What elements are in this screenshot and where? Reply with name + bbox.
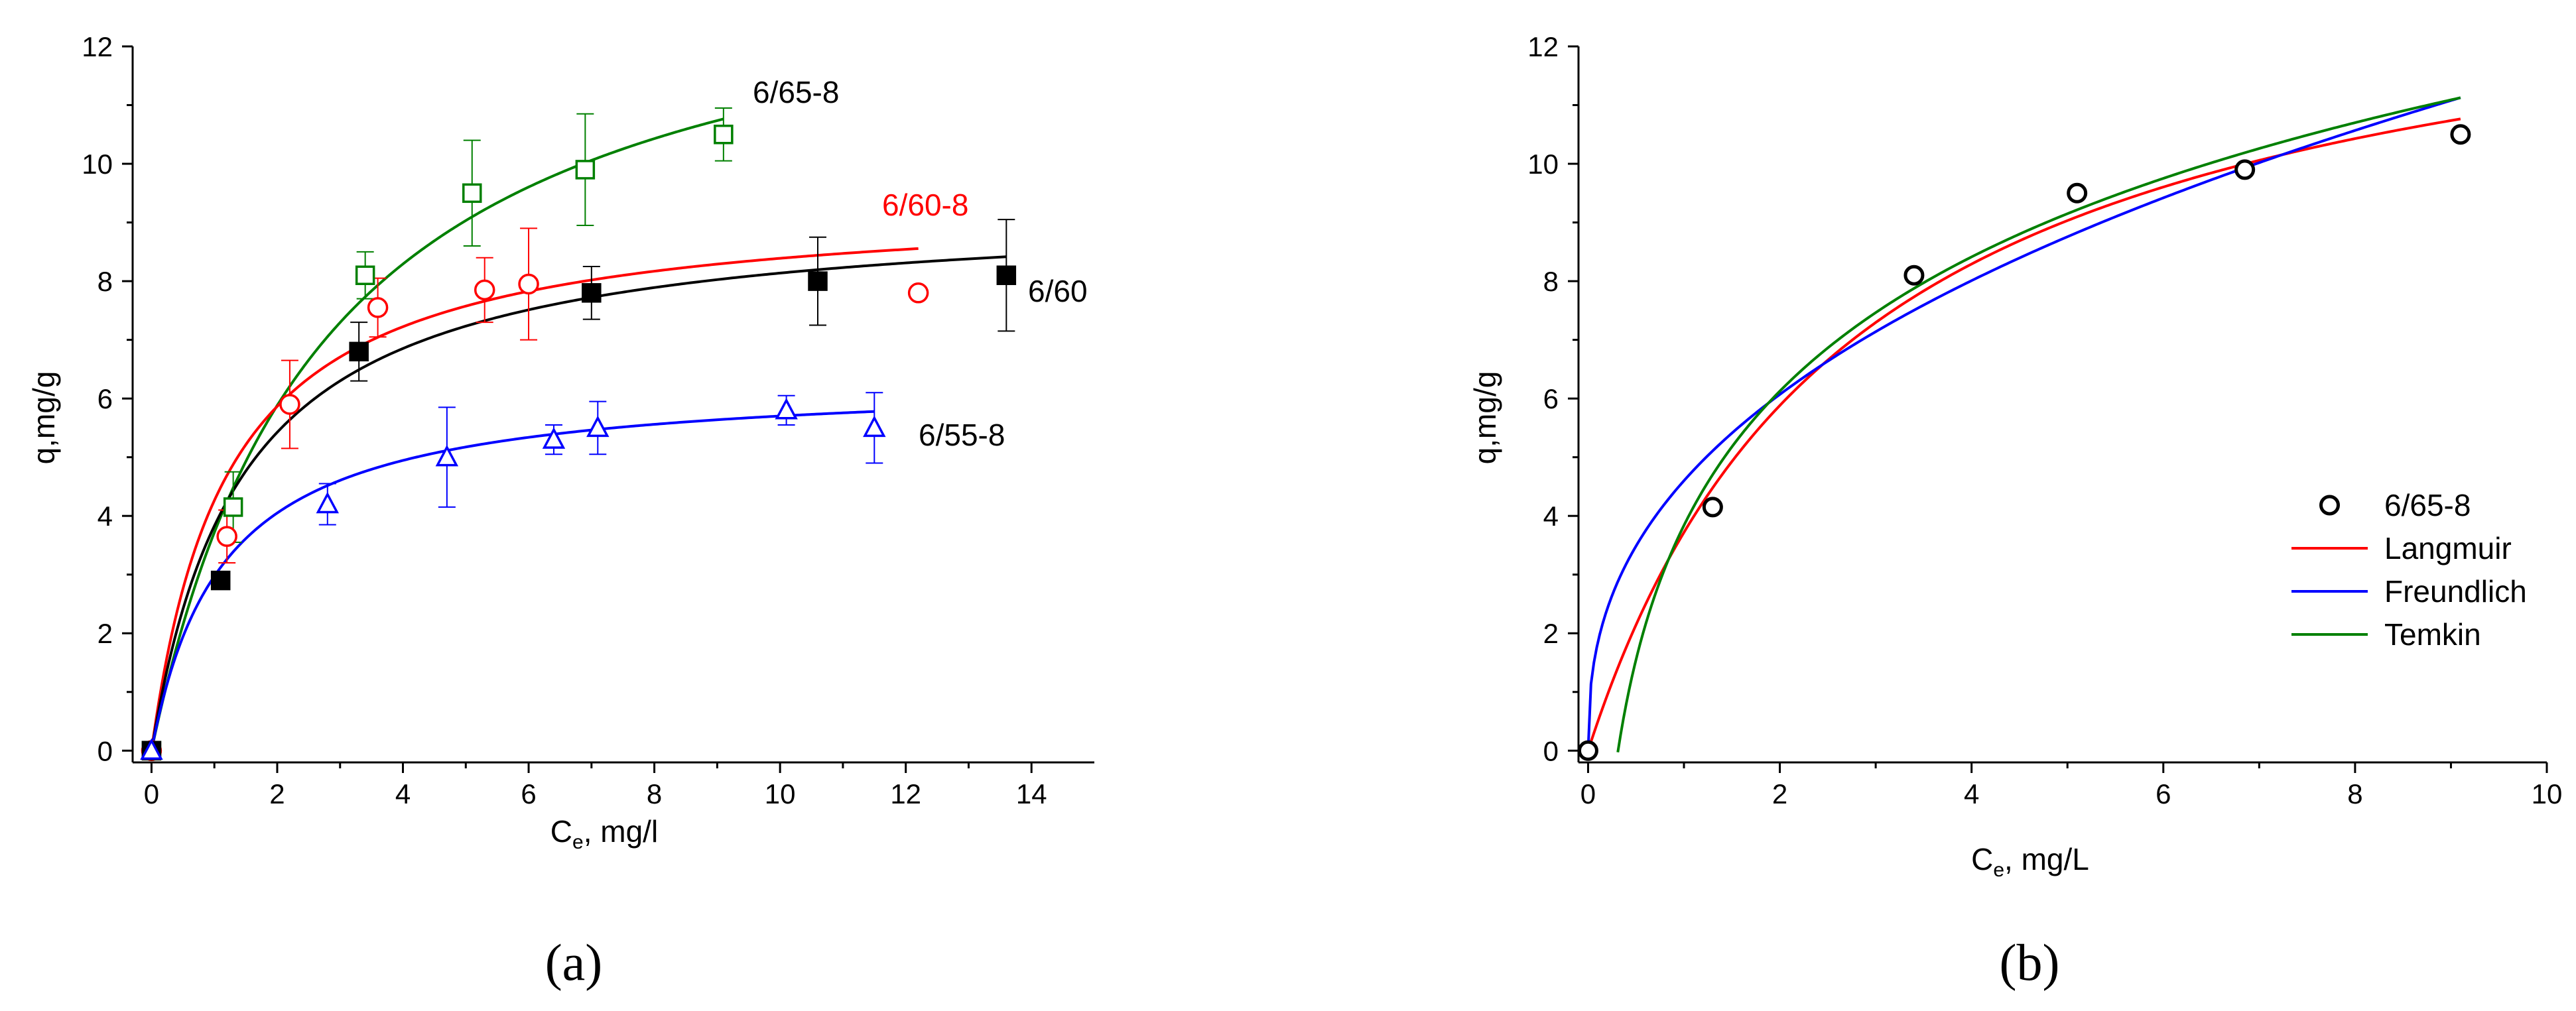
x-axis-label-a-sub: e xyxy=(572,831,584,853)
fit-line-6-65-8 xyxy=(150,117,724,751)
legend-marker-6-65-8 xyxy=(2319,495,2340,516)
data-point-6-55-8 xyxy=(140,738,163,760)
y-axis-label-b: q,mg/g xyxy=(1468,371,1502,465)
x-tick-label-b: 6 xyxy=(2156,778,2171,809)
x-tick-label-b: 10 xyxy=(2532,778,2563,809)
legend-b: 6/65-8 Langmuir Freundlich Temkin xyxy=(2291,488,2527,652)
data-point-6-60-8 xyxy=(216,526,237,547)
fit-line-6-60 xyxy=(150,255,1007,751)
y-tick-label-b: 6 xyxy=(1543,383,1559,414)
y-tick-label-a: 6 xyxy=(97,383,113,414)
data-point-6-65-8 xyxy=(2450,124,2471,145)
y-tick-label-b: 0 xyxy=(1543,735,1559,766)
fit-line-langmuir xyxy=(1586,117,2461,751)
x-tick-label-a: 4 xyxy=(395,778,411,809)
panel-label-b: (b) xyxy=(2000,933,2060,991)
x-tick-label-b: 8 xyxy=(2347,778,2362,809)
series-label-6-65-8: 6/65-8 xyxy=(753,75,839,109)
y-tick-label-a: 4 xyxy=(97,501,113,532)
legend-label-6-65-8: 6/65-8 xyxy=(2384,488,2471,522)
data-point-6-65-8 xyxy=(2067,182,2088,204)
x-axis-label-b: Ce, mg/L xyxy=(1971,842,2089,881)
y-tick-label-b: 10 xyxy=(1527,149,1559,180)
y-axis-label-a: q,mg/g xyxy=(27,371,61,465)
y-tick-label-a: 10 xyxy=(82,149,113,180)
series-label-6-55-8: 6/55-8 xyxy=(919,418,1005,452)
x-axis-label-b-rest: , mg/L xyxy=(2004,842,2089,876)
data-point-6-60 xyxy=(808,271,828,291)
series-label-6-60: 6/60 xyxy=(1028,274,1088,308)
chart-panel-b: 0 2 4 6 8 10 0 2 4 6 8 10 12 6/65-8 Langmuir Freundlic… xyxy=(1468,31,2562,991)
y-tick-label-b: 2 xyxy=(1543,618,1559,649)
x-tick-label-a: 2 xyxy=(269,778,285,809)
data-point-6-65-8 xyxy=(355,265,375,285)
data-point-6-60-8 xyxy=(279,394,300,415)
y-tick-label-a: 2 xyxy=(97,618,113,649)
data-point-6-65-8 xyxy=(223,497,243,517)
data-point-6-60 xyxy=(210,570,231,591)
data-point-6-60-8 xyxy=(518,273,539,295)
panel-label-a: (a) xyxy=(545,933,603,991)
x-tick-label-a: 8 xyxy=(647,778,662,809)
fit-line-temkin xyxy=(1616,96,2461,752)
x-axis-label-b-sub: e xyxy=(1993,859,2004,881)
data-point-6-65-8 xyxy=(714,125,734,145)
data-point-6-55-8 xyxy=(863,415,886,438)
data-point-6-65-8 xyxy=(2234,159,2256,180)
x-tick-label-b: 2 xyxy=(1772,778,1787,809)
data-point-6-65-8 xyxy=(1577,740,1598,761)
legend-label-temkin: Temkin xyxy=(2384,617,2481,652)
y-tick-label-b: 12 xyxy=(1527,31,1559,62)
legend-label-freundlich: Freundlich xyxy=(2384,574,2527,609)
data-point-6-60 xyxy=(349,341,369,362)
data-point-6-65-8 xyxy=(1702,497,1723,518)
data-point-6-55-8 xyxy=(435,444,459,467)
data-point-6-60 xyxy=(996,265,1017,285)
data-point-6-60-8 xyxy=(474,279,495,301)
y-tick-label-b: 4 xyxy=(1543,501,1559,532)
x-tick-label-a: 0 xyxy=(144,778,159,809)
data-point-6-65-8 xyxy=(575,160,596,180)
x-axis-label-b-main: C xyxy=(1971,842,1993,876)
x-tick-label-a: 6 xyxy=(521,778,536,809)
x-tick-label-a: 12 xyxy=(890,778,921,809)
data-point-6-60 xyxy=(582,283,602,303)
fit-line-freundlich xyxy=(1586,96,2461,751)
y-tick-label-a: 0 xyxy=(97,735,113,766)
x-axis-label-a-rest: , mg/l xyxy=(584,814,658,849)
x-tick-label-b: 0 xyxy=(1580,778,1596,809)
data-point-6-55-8 xyxy=(586,415,610,438)
data-point-6-60-8 xyxy=(907,282,929,304)
data-point-6-55-8 xyxy=(316,491,340,514)
x-axis-label-a-main: C xyxy=(550,814,572,849)
y-tick-label-a: 8 xyxy=(97,266,113,297)
legend-label-langmuir: Langmuir xyxy=(2384,531,2512,565)
series-label-6-60-8: 6/60-8 xyxy=(882,188,968,222)
y-tick-label-a: 12 xyxy=(82,31,113,62)
data-point-6-55-8 xyxy=(775,398,798,420)
x-axis-label-a: Ce, mg/l xyxy=(550,814,658,853)
y-tick-label-b: 8 xyxy=(1543,266,1559,297)
x-tick-label-a: 10 xyxy=(765,778,796,809)
fit-line-6-55-8 xyxy=(150,410,875,751)
data-point-6-60-8 xyxy=(367,297,389,318)
chart-panel-a: 0 2 4 6 8 10 12 14 0 2 4 6 8 10 12 6/65-8 6/60-8 6/60 6/5… xyxy=(27,31,1094,991)
x-tick-label-a: 14 xyxy=(1016,778,1047,809)
data-point-6-65-8 xyxy=(1903,265,1925,286)
data-point-6-65-8 xyxy=(462,183,482,204)
x-tick-label-b: 4 xyxy=(1964,778,1979,809)
data-point-6-55-8 xyxy=(542,427,566,449)
